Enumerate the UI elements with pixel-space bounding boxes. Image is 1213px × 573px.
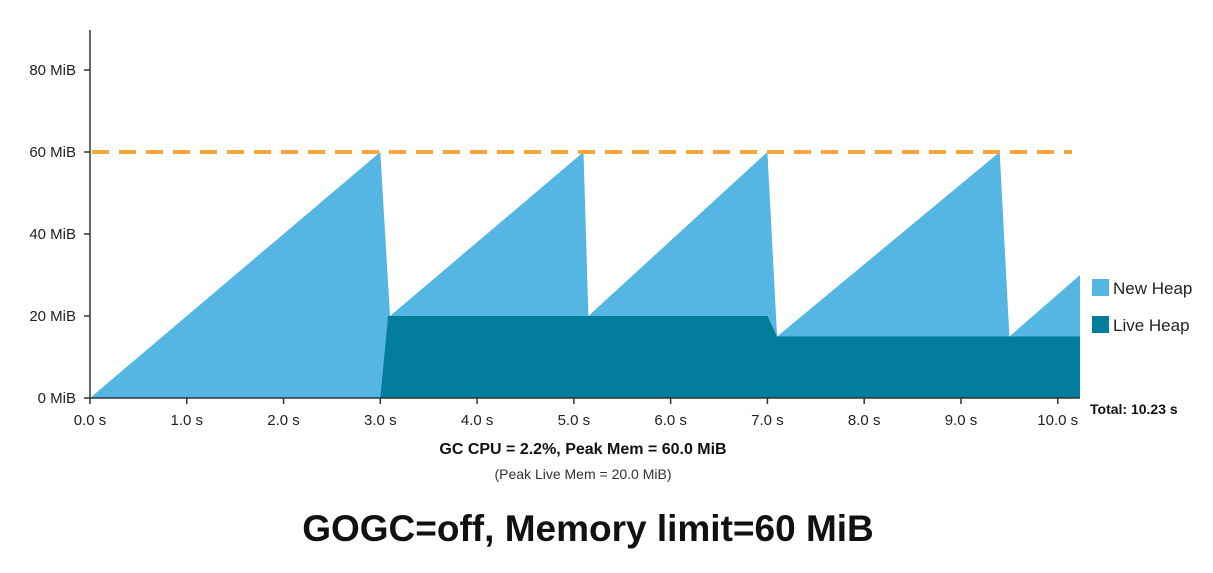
axes-layer: 0 MiB 20 MiB 40 MiB 60 MiB 80 MiB 0.0 s 1.0 s 2… xyxy=(29,30,1080,429)
y-tick-label: 0 MiB xyxy=(38,390,76,407)
slide-caption: GOGC=off, Memory limit=60 MiB xyxy=(302,508,874,549)
x-tick-label: 0.0 s xyxy=(74,412,107,429)
memory-chart: 0 MiB 20 MiB 40 MiB 60 MiB 80 MiB 0.0 s 1.0 s 2… xyxy=(29,30,1192,429)
y-tick-label: 20 MiB xyxy=(29,308,76,325)
x-tick-label: 1.0 s xyxy=(171,412,204,429)
gc-summary: GC CPU = 2.2%, Peak Mem = 60.0 MiB xyxy=(439,441,727,458)
legend-label: Live Heap xyxy=(1113,316,1190,335)
total-time-label: Total: 10.23 s xyxy=(1090,401,1178,417)
x-tick-label: 3.0 s xyxy=(364,412,397,429)
x-tick-label: 10.0 s xyxy=(1037,412,1078,429)
x-tick-label: 5.0 s xyxy=(558,412,591,429)
legend-swatch xyxy=(1092,279,1109,296)
plot-areas xyxy=(90,152,1080,398)
legend-swatch xyxy=(1092,316,1109,333)
x-tick-label: 7.0 s xyxy=(751,412,784,429)
y-tick-label: 80 MiB xyxy=(29,62,76,79)
x-tick-label: 6.0 s xyxy=(654,412,687,429)
x-tick-label: 4.0 s xyxy=(461,412,494,429)
peak-live-summary: (Peak Live Mem = 20.0 MiB) xyxy=(494,466,672,482)
legend: New Heap Live Heap xyxy=(1092,279,1192,335)
y-tick-label: 40 MiB xyxy=(29,226,76,243)
x-tick-label: 2.0 s xyxy=(267,412,300,429)
x-tick-label: 8.0 s xyxy=(848,412,881,429)
x-tick-label: 9.0 s xyxy=(945,412,978,429)
y-tick-label: 60 MiB xyxy=(29,144,76,161)
live-heap-area xyxy=(90,316,1080,398)
legend-label: New Heap xyxy=(1113,279,1192,298)
